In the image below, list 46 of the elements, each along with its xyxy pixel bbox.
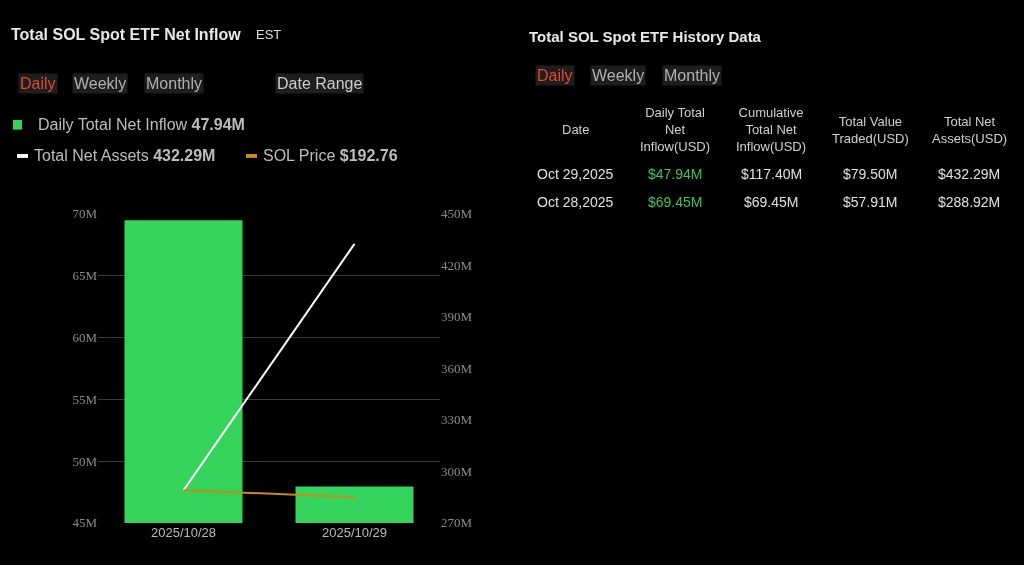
y-tick-label: 45M [72,515,98,531]
text: $432.29M [938,166,1001,182]
text: Oct 28,2025 [537,194,614,210]
text: Total Net Assets(USD) [932,114,1008,146]
y2-tick-label: 360M [441,360,473,376]
text: $192.76 [339,147,398,164]
text: Weekly [74,75,127,92]
y-tick-label: 55M [72,391,98,407]
text: EST [256,27,282,42]
text: $288.92M [938,194,1001,210]
y2-tick-label: 330M [441,412,473,428]
text: 432.29M [153,147,216,164]
legend-label: SOL Price [263,147,336,164]
text: Total SOL Spot ETF History Data [529,28,762,45]
y-tick-label: 60M [72,329,98,345]
x-tick-label: 2025/10/28 [150,524,217,540]
text: Daily Total Net Inflow(USD) [640,105,711,154]
y-tick-label: 65M [72,267,98,283]
y2-tick-label: 300M [441,463,473,479]
legend-label: Daily Total Net Inflow [38,116,188,133]
text: Monthly [146,75,203,92]
chart-title: Total SOL Spot ETF Net Inflow [11,26,242,43]
text: $47.94M [648,166,703,182]
text: Daily [20,75,56,92]
text: $117.40M [741,166,803,182]
y2-tick-label: 390M [441,309,473,325]
text: $79.50M [843,166,898,182]
y-tick-label: 70M [72,205,98,221]
text: Oct 29,2025 [537,166,614,182]
legend-label: Total Net Assets [34,147,149,164]
text: $69.45M [648,194,703,210]
text: $57.91M [843,194,898,210]
text: 47.94M [191,116,245,133]
text: Date Range [277,75,363,92]
text: Total Value Traded(USD) [832,114,909,146]
text: Date [562,122,590,137]
text: Cumulative Total Net Inflow(USD) [736,105,807,154]
text: $69.45M [744,194,799,210]
y-tick-label: 50M [72,453,98,469]
y2-tick-label: 450M [441,205,473,221]
y2-tick-label: 270M [441,515,473,531]
text: Daily [537,67,573,84]
text: Weekly [592,67,645,84]
y2-tick-label: 420M [441,257,473,273]
text: Monthly [664,67,721,84]
x-tick-label: 2025/10/29 [321,524,388,540]
